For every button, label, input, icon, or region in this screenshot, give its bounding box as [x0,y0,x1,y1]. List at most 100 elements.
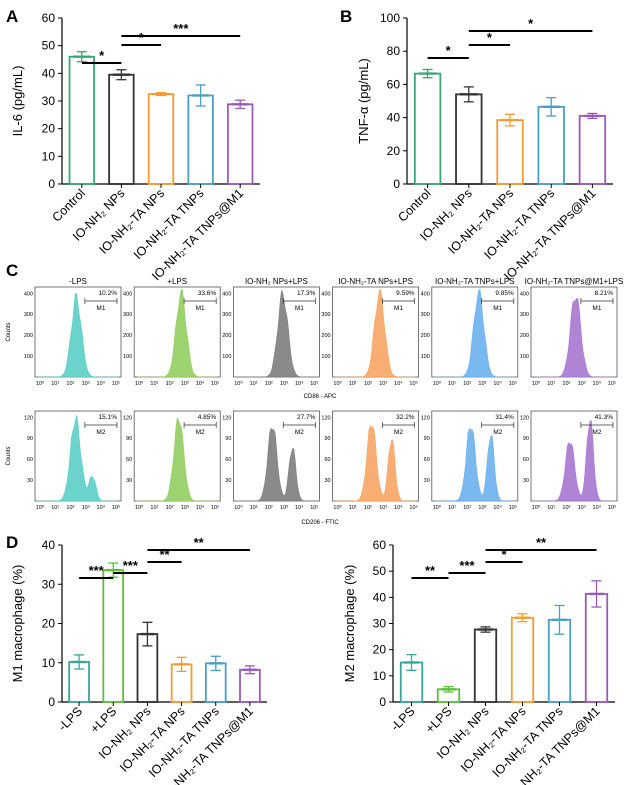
flow-x-tick: 10¹ [349,505,357,511]
flow-y-tick: 120 [421,415,430,421]
y-tick-label: 40 [387,111,401,125]
gate-label: M2 [295,429,304,436]
y-tick-label: 60 [373,538,387,552]
bar [102,569,125,703]
flow-x-tick: 10⁴ [394,380,403,387]
flow-x-tick: 10⁰ [36,504,45,511]
flow-y-tick: 120 [222,415,231,421]
significance-label: * [139,30,145,45]
flow-x-tick: 10³ [578,505,586,511]
flow-y-tick: 400 [222,291,231,297]
flow-x-tick: 10⁰ [532,380,541,387]
flow-x-tick: 10¹ [250,505,258,511]
flow-x-tick: 10⁴ [295,380,304,387]
flow-histogram [534,420,614,502]
flow-histogram [236,427,317,502]
flow-x-tick: 10¹ [547,381,555,387]
flow-x-tick: 10⁵ [509,504,517,511]
flow-x-tick: 10⁰ [234,380,243,387]
flow-x-tick: 10⁰ [333,504,342,511]
y-tick-label: 50 [373,564,387,578]
flow-y-axis-label: Counts [6,446,12,465]
flow-y-tick: 200 [421,333,430,339]
flow-panel-title: +LPS [167,277,187,286]
flow-histogram [38,415,118,502]
flow-y-tick: 120 [321,415,330,421]
gate-label: M1 [196,305,205,312]
y-tick-label: 20 [42,122,56,136]
bar [227,103,254,185]
bar [510,616,535,703]
gate-percent: 9.59% [396,290,415,297]
significance-label: ** [159,547,170,562]
flow-y-tick: 60 [523,457,529,463]
flow-x-tick: 10⁵ [509,380,517,387]
bar [455,93,483,185]
flow-y-tick: 90 [424,436,430,442]
y-tick-label: 40 [42,66,56,80]
flow-x-tick: 10⁰ [135,504,144,511]
flow-y-tick: 400 [520,291,529,297]
flow-x-tick: 10¹ [448,505,456,511]
x-category-label: +LPS [423,704,455,736]
flow-x-tick: 10³ [379,505,387,511]
flow-x-tick: 10⁵ [409,380,417,387]
flow-x-tick: 10⁰ [333,380,342,387]
y-axis-label: TNF-α (pg/mL) [356,58,371,144]
flow-x-tick: 10⁵ [211,504,219,511]
flow-x-tick: 10² [66,505,74,511]
flow-y-axis-label: Counts [6,322,12,341]
significance-label: * [99,48,105,63]
gate-percent: 4.85% [198,414,217,421]
flow-y-tick: 90 [225,436,231,442]
y-tick-label: 0 [393,177,400,191]
panel-label-a: A [6,7,18,26]
bar [239,668,261,703]
bar [473,628,498,703]
x-category-label: Control [50,186,88,224]
flow-x-tick: 10² [265,505,273,511]
flow-y-tick: 30 [523,478,529,484]
flow-x-tick: 10³ [478,505,486,511]
y-tick-label: 100 [380,11,400,25]
y-axis-label: M1 macrophage (%) [10,565,25,683]
flow-x-tick: 10⁵ [608,504,616,511]
flow-y-tick: 300 [421,312,430,318]
y-axis-label: M2 macrophage (%) [342,565,357,683]
y-tick-label: 0 [379,695,386,709]
flow-panel-title: IO-NH₂-TA TNPs+LPS [435,277,515,286]
flow-x-tick: 10³ [280,505,288,511]
y-tick-label: 40 [42,538,56,552]
flow-x-tick: 10³ [181,381,189,387]
gate-percent: 27.7% [297,414,316,421]
flow-x-tick: 10² [463,505,471,511]
y-tick-label: 30 [42,94,56,108]
flow-x-tick: 10⁴ [593,504,602,511]
flow-y-tick: 90 [523,436,529,442]
flow-x-tick: 10¹ [150,505,158,511]
gate-label: M2 [96,429,105,436]
flow-y-tick: 300 [520,312,529,318]
y-tick-label: 20 [42,617,56,631]
flow-y-tick: 200 [24,333,33,339]
flow-panel-title: IO-NH₂-TA NPs+LPS [338,277,413,286]
x-category-label: IO-NH₂-TA TNPs [481,186,557,262]
flow-y-tick: 300 [24,312,33,318]
gate-label: M2 [592,429,601,436]
significance-label: *** [459,558,475,573]
flow-y-tick: 30 [27,478,33,484]
y-tick-label: 30 [373,617,387,631]
flow-histogram [236,289,317,378]
significance-label: ** [425,563,436,578]
flow-x-tick: 10⁴ [97,380,106,387]
gate-label: M2 [196,429,205,436]
y-tick-label: 50 [42,39,56,53]
flow-x-tick: 10² [166,505,174,511]
gate-label: M1 [592,305,601,312]
flow-y-tick: 30 [424,478,430,484]
gate-label: M1 [493,305,502,312]
flow-y-tick: 120 [24,415,33,421]
flow-x-tick: 10³ [280,381,288,387]
y-tick-label: 10 [42,149,56,163]
